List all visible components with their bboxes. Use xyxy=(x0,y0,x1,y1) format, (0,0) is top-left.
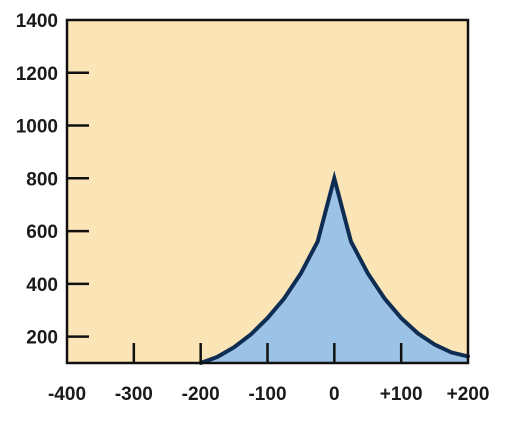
y-tick-label: 400 xyxy=(26,275,58,296)
x-tick-label: 0 xyxy=(329,384,340,405)
y-tick-label: 1000 xyxy=(16,117,58,138)
plot-background xyxy=(67,20,468,363)
y-axis-tick-labels: 200 400 600 800 1000 1200 1400 xyxy=(16,11,58,349)
y-tick-label: 800 xyxy=(26,169,58,190)
x-axis-ticks xyxy=(132,343,403,363)
area-fill xyxy=(200,178,468,363)
x-tick-label: +100 xyxy=(380,384,423,405)
x-tick-label: -400 xyxy=(48,384,86,405)
x-tick-label: -300 xyxy=(115,384,153,405)
y-axis-ticks xyxy=(67,71,89,338)
y-tick-label: 1200 xyxy=(16,64,58,85)
x-tick-label: +200 xyxy=(447,384,490,405)
y-tick-label: 1400 xyxy=(16,11,58,32)
x-tick-label: -100 xyxy=(248,384,286,405)
series-line xyxy=(198,170,470,365)
x-axis-tick-labels: -400 -300 -200 -100 0 +100 +200 xyxy=(48,384,489,405)
y-tick-label: 200 xyxy=(26,328,58,349)
y-tick-label: 600 xyxy=(26,222,58,243)
plot-frame xyxy=(65,18,470,365)
x-tick-label: -200 xyxy=(182,384,220,405)
